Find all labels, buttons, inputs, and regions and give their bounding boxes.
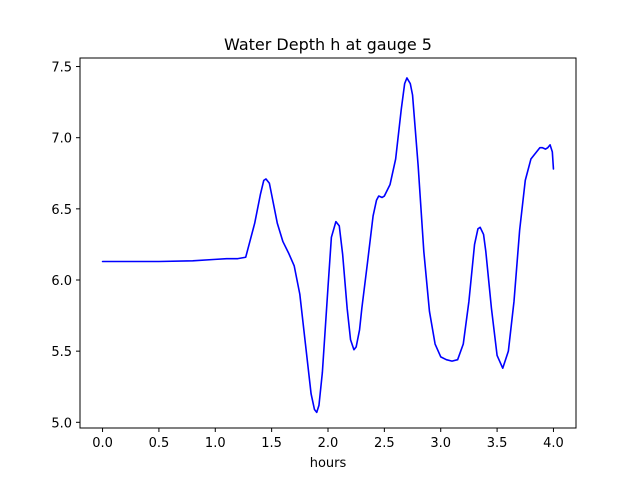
x-tick-label: 1.0 [205,436,226,451]
x-axis-label: hours [310,456,347,471]
x-tick-label: 3.0 [430,436,451,451]
x-tick-label: 2.5 [374,436,395,451]
x-tick-label: 3.5 [487,436,508,451]
x-tick-label: 4.0 [543,436,564,451]
x-tick-label: 0.0 [92,436,113,451]
x-axis: 0.0 0.5 1.0 1.5 2.0 2.5 3.0 3.5 4.0 [92,428,564,451]
y-tick-label: 6.0 [51,274,72,289]
y-tick-label: 7.5 [51,61,72,76]
x-tick-label: 0.5 [149,436,170,451]
plot-content [101,77,555,414]
x-tick-label: 2.0 [318,436,339,451]
y-tick-label: 5.0 [51,416,72,431]
x-tick-label: 1.5 [261,436,282,451]
series-line-0 [101,77,555,414]
y-tick-label: 7.0 [51,132,72,147]
chart-title: Water Depth h at gauge 5 [224,35,432,54]
y-tick-label: 5.5 [51,345,72,360]
y-axis: 5.0 5.5 6.0 6.5 7.0 7.5 [51,61,80,431]
y-tick-label: 6.5 [51,203,72,218]
